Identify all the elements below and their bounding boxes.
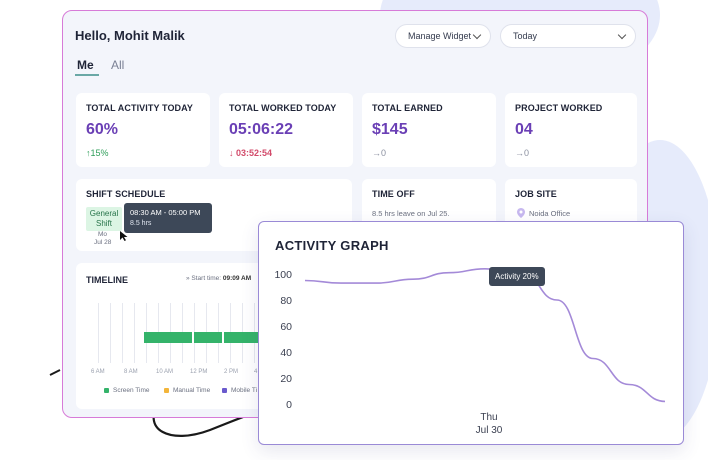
y-tick-label: 20 xyxy=(280,373,292,385)
shift-tag[interactable]: General Shift xyxy=(86,207,122,231)
y-tick-label: 40 xyxy=(280,347,292,359)
activity-tooltip: Activity 20% xyxy=(489,267,545,286)
stat-card-title: TOTAL ACTIVITY TODAY xyxy=(86,103,194,113)
shift-date: Jul 28 xyxy=(94,239,112,246)
job-site-title: JOB SITE xyxy=(515,189,557,199)
stat-card-value: $145 xyxy=(372,121,408,138)
shift-tooltip-time: 08:30 AM - 05:00 PM xyxy=(130,208,201,217)
job-site-location: Noida Office xyxy=(529,209,571,218)
cursor-icon xyxy=(120,231,128,241)
screen-time-bar[interactable] xyxy=(144,332,192,343)
legend-label: Mobile Ti xyxy=(231,387,258,394)
activity-graph-title: ACTIVITY GRAPH xyxy=(275,238,389,253)
manage-widget-label: Manage Widget xyxy=(408,31,472,41)
activity-series-line xyxy=(304,267,666,403)
x-axis-date: Jul 30 xyxy=(475,425,503,436)
arrow-down-icon: ↓ xyxy=(229,148,234,158)
stat-card-change: ↑15% xyxy=(86,148,109,158)
stat-card-title: TOTAL WORKED TODAY xyxy=(229,103,337,113)
stat-card-change: →0 xyxy=(515,148,529,158)
timeline-time-label: 2 PM xyxy=(224,369,239,375)
timeline-start: » Start time: 09:09 AM xyxy=(186,275,251,282)
stat-card-change-value: 0 xyxy=(524,148,530,158)
shift-day: Mo xyxy=(98,231,108,238)
timeline-start-value: 09:09 AM xyxy=(222,275,252,282)
location-pin-icon xyxy=(517,208,525,218)
timeline-start-label: » Start time: xyxy=(186,275,222,282)
legend-swatch xyxy=(222,388,227,393)
y-tick-label: 0 xyxy=(286,399,292,411)
stat-card-value: 05:06:22 xyxy=(229,121,294,138)
timeline-time-label: 8 AM xyxy=(124,369,138,375)
legend-label: Manual Time xyxy=(173,387,211,394)
legend-swatch xyxy=(104,388,109,393)
stat-card-title: TOTAL EARNED xyxy=(372,103,443,113)
stat-card-value: 60% xyxy=(86,121,119,138)
stat-card-change-value: 15% xyxy=(90,148,109,158)
shift-tooltip: 08:30 AM - 05:00 PM 8.5 hrs xyxy=(124,203,212,233)
activity-graph-card: ACTIVITY GRAPH 100 80 60 40 20 0 Activity 20%… xyxy=(258,221,684,445)
timeline-gridline xyxy=(110,303,111,363)
date-range-value: Today xyxy=(513,31,538,41)
stat-card-change-value: 03:52:54 xyxy=(236,148,273,158)
arrow-right-icon: → xyxy=(372,148,381,158)
time-off-text: 8.5 hrs leave on Jul 25. xyxy=(372,209,450,218)
stat-card-title: PROJECT WORKED xyxy=(515,103,603,113)
y-tick-label: 100 xyxy=(274,269,292,281)
legend-screen-time: Screen Time xyxy=(104,387,150,394)
stat-card-change: →0 xyxy=(372,148,386,158)
timeline-time-label: 12 PM xyxy=(190,369,208,375)
tab-me[interactable]: Me xyxy=(77,58,94,72)
x-axis-day: Thu xyxy=(480,412,498,423)
timeline-time-label: 6 AM xyxy=(91,369,105,375)
stat-card-project-worked: PROJECT WORKED 04 →0 xyxy=(505,93,637,167)
arrow-right-icon: → xyxy=(515,148,524,158)
legend-manual-time: Manual Time xyxy=(164,387,210,394)
screen-time-bar[interactable] xyxy=(194,332,222,343)
arrow-up-icon: ↑ xyxy=(86,148,91,158)
shift-schedule-title: SHIFT SCHEDULE xyxy=(86,189,166,199)
timeline-gridline xyxy=(122,303,123,363)
stat-card-change: ↓ 03:52:54 xyxy=(229,148,272,158)
shift-tag-line1: General xyxy=(89,209,119,218)
manage-widget-button[interactable]: Manage Widget xyxy=(395,24,491,48)
screen-time-bar[interactable] xyxy=(224,332,264,343)
y-tick-label: 60 xyxy=(280,321,292,333)
legend-mobile-time: Mobile Ti xyxy=(222,387,257,394)
chevron-down-icon xyxy=(472,30,482,40)
y-tick-label: 80 xyxy=(280,295,292,307)
tab-all[interactable]: All xyxy=(111,58,125,72)
timeline-gridline xyxy=(98,303,99,363)
activity-graph-plot: 100 80 60 40 20 0 xyxy=(274,267,666,411)
chevron-down-icon xyxy=(617,30,627,40)
timeline-time-label: 10 AM xyxy=(156,369,174,375)
date-range-select[interactable]: Today xyxy=(500,24,636,48)
timeline-gridline xyxy=(134,303,135,363)
stat-card-total-activity: TOTAL ACTIVITY TODAY 60% ↑15% xyxy=(76,93,210,167)
stat-card-total-worked: TOTAL WORKED TODAY 05:06:22 ↓ 03:52:54 xyxy=(219,93,353,167)
timeline-title: TIMELINE xyxy=(86,275,128,285)
stat-card-change-value: 0 xyxy=(381,148,387,158)
active-tab-indicator xyxy=(75,74,99,76)
legend-swatch xyxy=(164,388,169,393)
time-off-title: TIME OFF xyxy=(372,189,415,199)
legend-label: Screen Time xyxy=(113,387,150,394)
greeting: Hello, Mohit Malik xyxy=(75,28,185,43)
timeline-time-label: 4 xyxy=(254,369,258,375)
stat-card-value: 04 xyxy=(515,121,533,138)
shift-tag-line2: Shift xyxy=(95,219,112,228)
shift-tooltip-hours: 8.5 hrs xyxy=(130,220,152,227)
stat-card-total-earned: TOTAL EARNED $145 →0 xyxy=(362,93,496,167)
